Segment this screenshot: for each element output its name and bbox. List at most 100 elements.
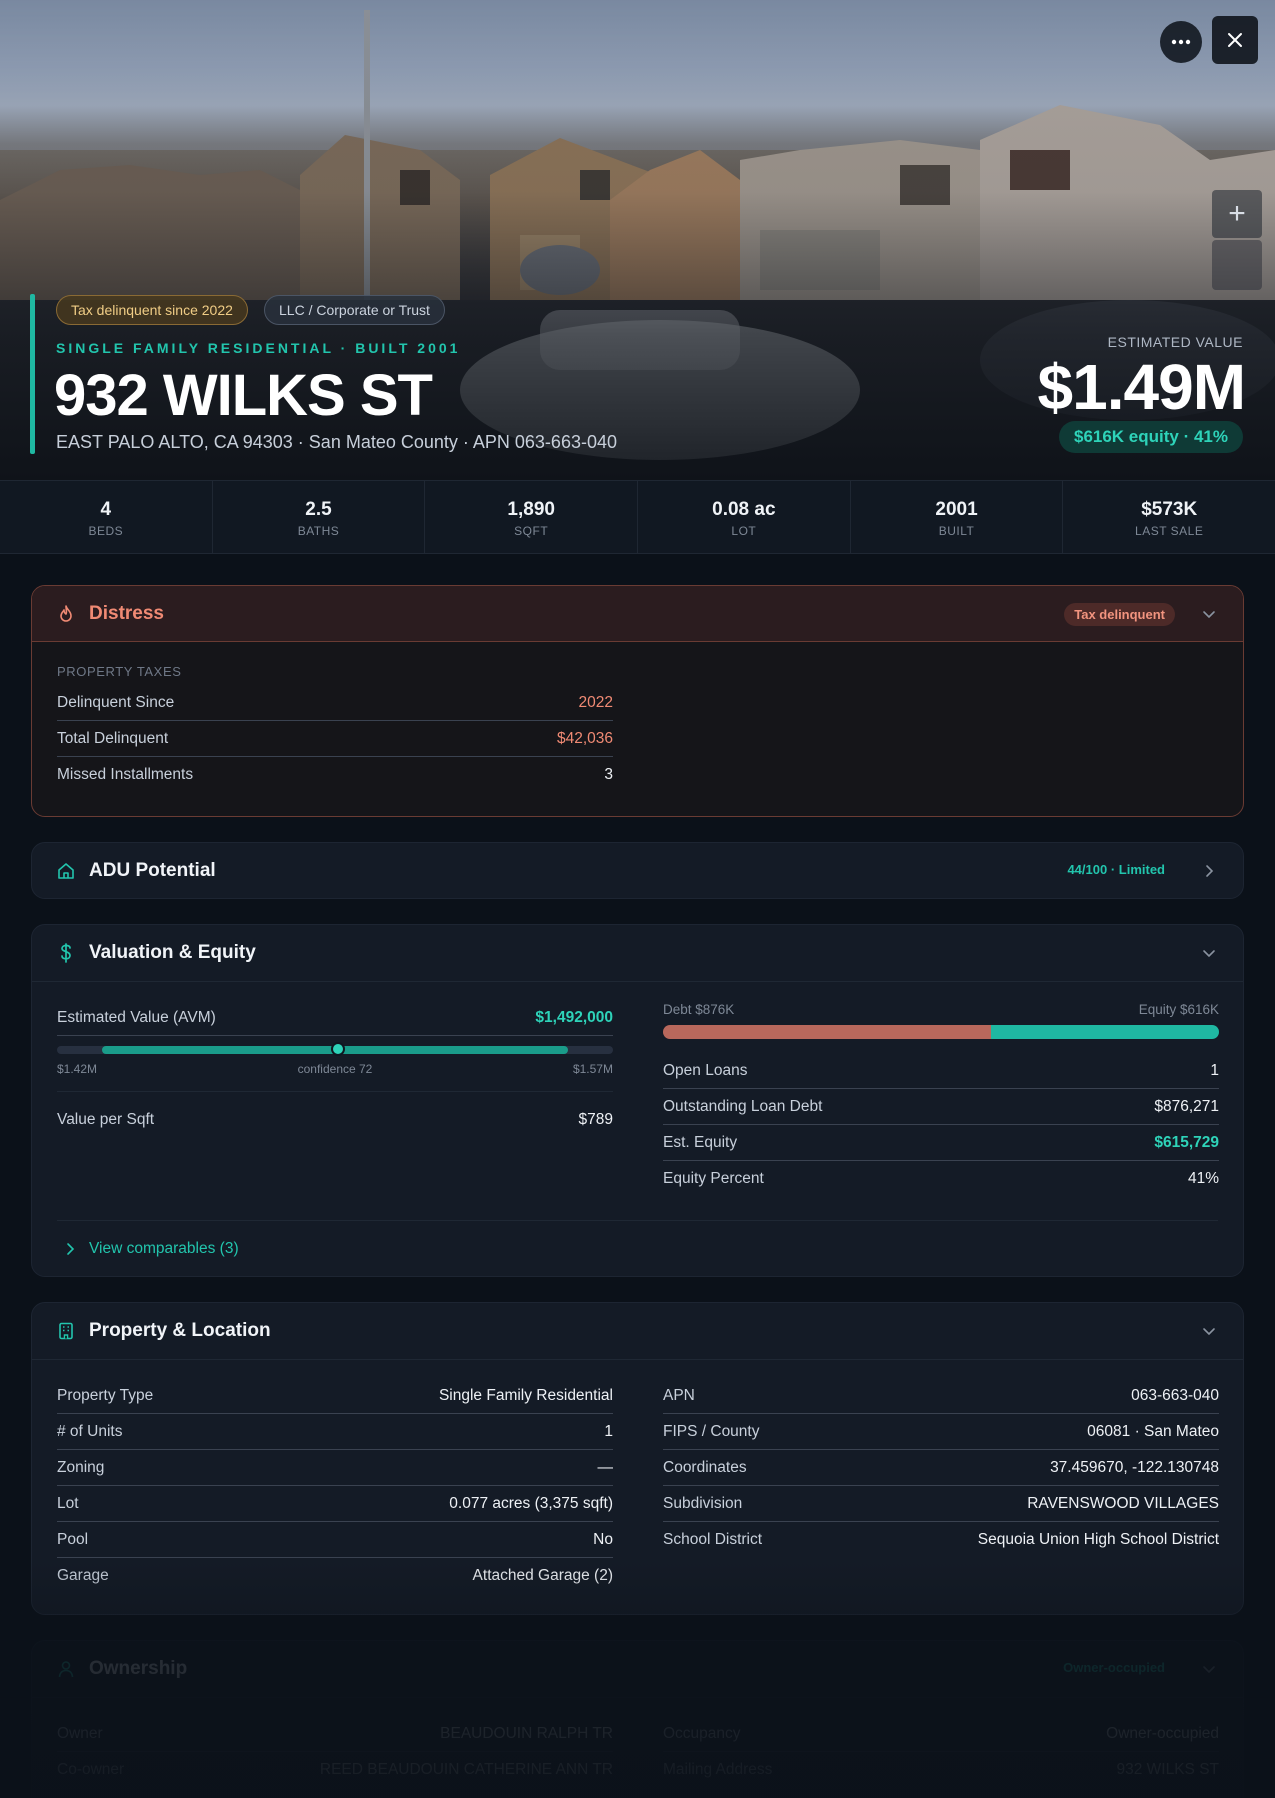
owner-type-tag: LLC / Corporate or Trust [264, 295, 445, 325]
detail-row: Property Type Single Family Residential [57, 1378, 613, 1414]
detail-row: Zoning — [57, 1450, 613, 1486]
row-value: Single Family Residential [438, 1386, 613, 1404]
row-value: 06081 · San Mateo [1087, 1422, 1219, 1440]
property-header[interactable]: Property & Location [32, 1303, 1243, 1359]
row-label: Value per Sqft [57, 1111, 155, 1128]
avm-column: Estimated Value (AVM) $1,492,000 $1.42M … [57, 982, 613, 1148]
occupancy-badge: Owner-occupied [1063, 1660, 1165, 1675]
debt-label: Debt $876K [663, 1002, 735, 1017]
adu-header[interactable]: ADU Potential 44/100 · Limited [32, 843, 1243, 898]
detail-row: APN 063-663-040 [663, 1378, 1219, 1414]
avm-value: $1,492,000 [535, 1008, 613, 1026]
equity-segment [991, 1025, 1219, 1039]
valuation-header[interactable]: Valuation & Equity [32, 925, 1243, 981]
row-value: 932 WILKS ST [1116, 1761, 1219, 1778]
row-label: Subdivision [663, 1494, 743, 1512]
tax-delinquent-badge: Tax delinquent [1064, 603, 1175, 626]
row-value: RAVENSWOOD VILLAGES [1027, 1494, 1219, 1512]
detail-row: Garage Attached Garage (2) [57, 1558, 613, 1594]
zoom-control-lower[interactable] [1212, 240, 1262, 290]
valuation-body: Estimated Value (AVM) $1,492,000 $1.42M … [32, 981, 1243, 1276]
close-icon [1228, 33, 1242, 47]
stat-label: BUILT [938, 524, 975, 538]
property-address-details: EAST PALO ALTO, CA 94303 · San Mateo Cou… [56, 432, 617, 452]
zoom-in-button[interactable]: + [1212, 190, 1262, 238]
avm-label: Estimated Value (AVM) [57, 1008, 216, 1026]
row-value: Attached Garage (2) [472, 1567, 613, 1584]
row-value: 063-663-040 [1131, 1386, 1219, 1404]
equity-pill: $616K equity · 41% [1058, 421, 1243, 453]
row-label: Outstanding Loan Debt [663, 1097, 823, 1115]
detail-row: Outstanding Loan Debt $876,271 [663, 1089, 1219, 1125]
ownership-body: Owner BEAUDOUIN RALPH TR Co-owner REED BEA… [32, 1697, 1243, 1798]
estimated-value: $1.49M [1037, 351, 1246, 423]
avm-row: Estimated Value (AVM) $1,492,000 [57, 1000, 613, 1036]
row-label: Property Type [57, 1386, 154, 1404]
ownership-right-column: Occupancy Owner-occupied Mailing Address 9… [663, 1716, 1219, 1788]
row-label: Mailing Address [663, 1761, 773, 1778]
chevron-right-icon[interactable] [1201, 863, 1217, 879]
close-button[interactable] [1212, 16, 1258, 64]
stat-beds: 4 BEDS [0, 481, 213, 553]
detail-row: Co-owner REED BEAUDOUIN CATHERINE ANN TR [57, 1752, 613, 1788]
detail-row: Lot 0.077 acres (3,375 sqft) [57, 1486, 613, 1522]
detail-row: School District Sequoia Union High School… [663, 1522, 1219, 1558]
chevron-down-icon[interactable] [1201, 1323, 1217, 1339]
view-comparables-label: View comparables (3) [89, 1239, 239, 1257]
row-value: 1 [604, 1422, 613, 1440]
avm-range-marker [331, 1042, 345, 1056]
plus-icon: + [1228, 197, 1246, 230]
chevron-down-icon[interactable] [1201, 1661, 1217, 1677]
property-taxes-label: PROPERTY TAXES [57, 664, 182, 679]
row-value: — [597, 1458, 614, 1476]
stat-label: BATHS [297, 524, 340, 538]
row-value: 2022 [578, 693, 613, 711]
stat-value: 2001 [935, 499, 978, 520]
row-label: Co-owner [57, 1761, 125, 1778]
debt-equity-bar [663, 1025, 1219, 1039]
stat-label: SQFT [514, 524, 549, 538]
row-value: $615,729 [1154, 1133, 1219, 1151]
chevron-right-icon [67, 1242, 75, 1255]
row-value: 3 [604, 766, 613, 783]
row-label: Owner [57, 1724, 103, 1742]
range-confidence: confidence 72 [297, 1062, 373, 1076]
row-label: Zoning [57, 1458, 105, 1476]
row-value: Sequoia Union High School District [977, 1531, 1219, 1548]
stat-last-sale: $573K LAST SALE [1063, 481, 1275, 553]
ownership-title: Ownership [89, 1658, 188, 1679]
distress-header[interactable]: Distress Tax delinquent [32, 586, 1243, 642]
stat-value: 1,890 [507, 499, 555, 520]
detail-row: Open Loans 1 [663, 1053, 1219, 1089]
row-label: Delinquent Since [57, 693, 175, 711]
more-options-button[interactable] [1160, 21, 1202, 63]
row-value: $42,036 [556, 729, 613, 747]
valuation-equity-card: Valuation & Equity Estimated Value (AVM)… [31, 924, 1244, 1277]
row-label: Lot [57, 1494, 79, 1512]
row-value: $876,271 [1154, 1097, 1219, 1115]
stat-label: BEDS [88, 524, 124, 538]
property-address: 932 WILKS ST [54, 363, 433, 428]
chevron-down-icon[interactable] [1201, 945, 1217, 961]
adu-potential-card[interactable]: ADU Potential 44/100 · Limited [31, 842, 1244, 899]
equity-label: Equity $616K [1138, 1002, 1219, 1017]
chevron-down-icon[interactable] [1201, 606, 1217, 622]
stat-baths: 2.5 BATHS [213, 481, 426, 553]
user-icon [56, 1659, 76, 1679]
estimated-value-label: ESTIMATED VALUE [1107, 334, 1243, 350]
property-title: Property & Location [89, 1320, 271, 1341]
debt-segment [663, 1025, 992, 1039]
row-label: Pool [57, 1530, 89, 1548]
row-value: $789 [578, 1111, 613, 1128]
view-comparables-link[interactable]: View comparables (3) [57, 1220, 1218, 1276]
detail-row: Owner BEAUDOUIN RALPH TR [57, 1716, 613, 1752]
range-low: $1.42M [57, 1062, 98, 1076]
detail-row: Delinquent Since 2022 [57, 685, 613, 721]
ownership-left-column: Owner BEAUDOUIN RALPH TR Co-owner REED BEA… [57, 1716, 613, 1788]
row-label: # of Units [57, 1422, 123, 1440]
value-per-sqft-row: Value per Sqft $789 [57, 1092, 613, 1148]
tax-delinquent-tag: Tax delinquent since 2022 [56, 295, 248, 325]
row-label: Est. Equity [663, 1133, 738, 1151]
ownership-header[interactable]: Ownership Owner-occupied [32, 1641, 1243, 1697]
stat-value: 2.5 [305, 499, 332, 520]
